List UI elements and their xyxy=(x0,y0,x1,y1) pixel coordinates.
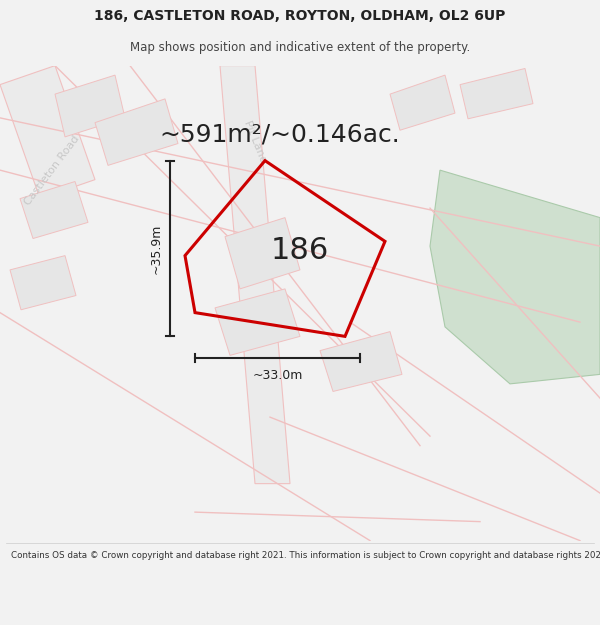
Polygon shape xyxy=(10,256,76,310)
Text: ~33.0m: ~33.0m xyxy=(253,369,302,382)
Polygon shape xyxy=(20,181,88,239)
Polygon shape xyxy=(320,332,402,391)
Text: Pit Lane: Pit Lane xyxy=(242,119,268,164)
Text: 186: 186 xyxy=(271,236,329,266)
Polygon shape xyxy=(95,99,178,166)
Text: 186, CASTLETON ROAD, ROYTON, OLDHAM, OL2 6UP: 186, CASTLETON ROAD, ROYTON, OLDHAM, OL2… xyxy=(94,9,506,23)
Polygon shape xyxy=(390,75,455,130)
Polygon shape xyxy=(430,170,600,384)
Polygon shape xyxy=(460,69,533,119)
Polygon shape xyxy=(55,75,125,137)
Polygon shape xyxy=(0,66,95,199)
Polygon shape xyxy=(225,217,300,289)
Text: Map shows position and indicative extent of the property.: Map shows position and indicative extent… xyxy=(130,41,470,54)
Polygon shape xyxy=(215,289,300,356)
Polygon shape xyxy=(220,66,290,484)
Text: ~35.9m: ~35.9m xyxy=(149,223,163,274)
Text: Contains OS data © Crown copyright and database right 2021. This information is : Contains OS data © Crown copyright and d… xyxy=(11,551,600,560)
Text: Castleton Road: Castleton Road xyxy=(23,133,82,207)
Text: ~591m²/~0.146ac.: ~591m²/~0.146ac. xyxy=(160,122,400,146)
